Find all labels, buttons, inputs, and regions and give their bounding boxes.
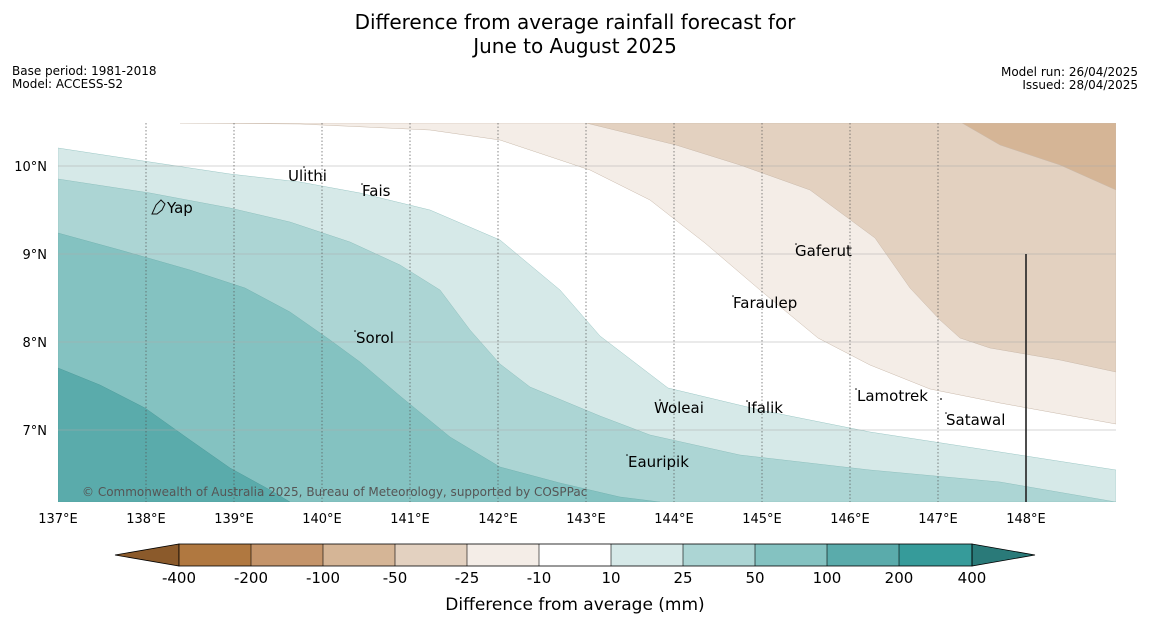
lat-tick-10n: 10°N xyxy=(14,160,47,175)
legend-label-8: 50 xyxy=(745,569,764,587)
place-label-eauripik: Eauripik xyxy=(628,453,689,471)
lon-tick-138e: 138°E xyxy=(126,512,166,527)
island-dots xyxy=(303,166,947,456)
colorbar-box-5 xyxy=(467,544,539,566)
longitude-gridlines xyxy=(145,123,939,502)
place-label-ulithi: Ulithi xyxy=(288,167,327,185)
band-plus-100 xyxy=(58,367,291,502)
place-label-satawal: Satawal xyxy=(946,411,1005,429)
legend-label-2: -100 xyxy=(306,569,340,587)
lon-tick-148e: 148°E xyxy=(1006,512,1046,527)
colorbar-box-8 xyxy=(683,544,755,566)
colorbar-box-11 xyxy=(899,544,972,566)
band-minus-25 xyxy=(585,123,1116,373)
legend-label-10: 200 xyxy=(885,569,914,587)
title-line-1: Difference from average rainfall forecas… xyxy=(354,10,796,34)
colorbar-high-extend xyxy=(971,543,1036,567)
legend-label-6: 10 xyxy=(601,569,620,587)
legend-label-5: -10 xyxy=(527,569,552,587)
model-name: Model: ACCESS-S2 xyxy=(12,77,124,91)
lon-tick-147e: 147°E xyxy=(918,512,958,527)
place-label-lamotrek: Lamotrek xyxy=(857,387,928,405)
legend-title: Difference from average (mm) xyxy=(445,595,704,615)
lon-tick-141e: 141°E xyxy=(390,512,430,527)
place-label-ifalik: Ifalik xyxy=(747,399,783,417)
rainfall-contours xyxy=(58,123,1116,502)
copyright-notice: © Commonwealth of Australia 2025, Bureau… xyxy=(82,485,587,499)
colorbar-low-extend xyxy=(114,543,180,567)
yap-island-shape xyxy=(151,199,166,215)
lat-tick-7n: 7°N xyxy=(23,424,48,439)
colorbar-labels: -400 -200 -100 -50 -25 -10 10 25 50 100 … xyxy=(162,569,986,587)
colorbar-box-7 xyxy=(611,544,683,566)
band-plus-50 xyxy=(58,232,661,502)
place-label-sorol: Sorol xyxy=(356,329,394,347)
colorbar-box-6 xyxy=(539,544,611,566)
colorbar-box-9 xyxy=(755,544,827,566)
place-label-faraulep: Faraulep xyxy=(733,294,797,312)
place-label-woleai: Woleai xyxy=(654,399,704,417)
band-minus-50 xyxy=(961,123,1116,191)
legend-label-4: -25 xyxy=(455,569,480,587)
colorbar-box-2 xyxy=(251,544,323,566)
place-label-yap: Yap xyxy=(166,199,193,217)
lon-tick-144e: 144°E xyxy=(654,512,694,527)
legend-label-0: -400 xyxy=(162,569,196,587)
place-label-fais: Fais xyxy=(362,182,391,200)
colorbar-box-4 xyxy=(395,544,467,566)
lon-tick-143e: 143°E xyxy=(566,512,606,527)
title-line-2: June to August 2025 xyxy=(473,34,677,58)
legend-label-3: -50 xyxy=(383,569,408,587)
lon-tick-140e: 140°E xyxy=(302,512,342,527)
lon-tick-labels: 137°E 138°E 139°E 140°E 141°E 142°E 143°… xyxy=(38,512,1046,527)
lat-tick-9n: 9°N xyxy=(23,248,48,263)
legend-label-9: 100 xyxy=(813,569,842,587)
legend-label-7: 25 xyxy=(673,569,692,587)
place-labels: Ulithi Fais Yap Gaferut Faraulep Sorol L… xyxy=(166,167,1005,471)
lon-tick-146e: 146°E xyxy=(830,512,870,527)
meta-left: Base period: 1981-2018 Model: ACCESS-S2 xyxy=(12,65,157,91)
base-period: Base period: 1981-2018 xyxy=(12,64,157,78)
lon-tick-137e: 137°E xyxy=(38,512,78,527)
issued-date: Issued: 28/04/2025 xyxy=(1022,78,1138,92)
legend-label-11: 400 xyxy=(958,569,987,587)
colorbar-box-3 xyxy=(323,544,395,566)
map-title: Difference from average rainfall forecas… xyxy=(0,10,1150,58)
model-run: Model run: 26/04/2025 xyxy=(1000,65,1138,79)
place-label-gaferut: Gaferut xyxy=(795,242,852,260)
lon-tick-142e: 142°E xyxy=(478,512,518,527)
lat-tick-labels: 10°N 9°N 8°N 7°N xyxy=(14,160,47,439)
lon-tick-145e: 145°E xyxy=(742,512,782,527)
colorbar xyxy=(114,543,1036,567)
meta-right: Model run: 26/04/2025 Issued: 28/04/2025 xyxy=(1001,66,1138,92)
colorbar-box-1 xyxy=(179,544,251,566)
colorbar-box-10 xyxy=(827,544,899,566)
lat-tick-8n: 8°N xyxy=(23,336,48,351)
legend-label-1: -200 xyxy=(234,569,268,587)
lon-tick-139e: 139°E xyxy=(214,512,254,527)
